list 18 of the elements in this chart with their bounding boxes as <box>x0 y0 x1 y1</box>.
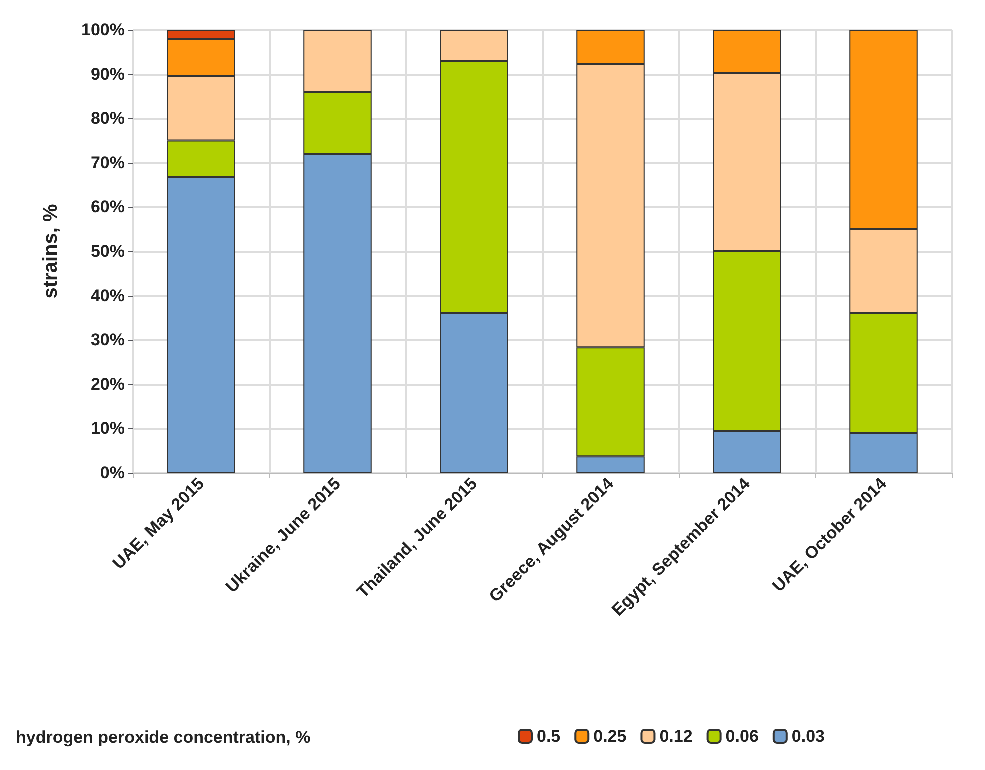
legend-label: 0.25 <box>594 727 627 746</box>
legend-label: 0.06 <box>726 727 759 746</box>
y-tick-label: 70% <box>90 153 125 172</box>
y-tick-label: 50% <box>90 242 125 261</box>
y-tick-label: 0% <box>100 464 125 482</box>
y-tick-label: 40% <box>90 286 125 306</box>
y-tick-label: 60% <box>90 198 125 217</box>
y-tick-label: 90% <box>90 64 125 84</box>
legend-label: 0.12 <box>660 727 693 746</box>
legend-title: hydrogen peroxide concentration, % <box>16 728 311 747</box>
y-tick-label: 30% <box>90 330 125 350</box>
legend-label: 0.03 <box>792 727 825 746</box>
legend-label: 0.5 <box>537 727 561 746</box>
y-tick-label: 80% <box>90 109 125 128</box>
y-tick-label: 10% <box>90 419 125 438</box>
y-tick-label: 100% <box>82 20 125 40</box>
y-axis-title: strains, % <box>40 204 62 299</box>
y-tick-label: 20% <box>90 374 125 394</box>
